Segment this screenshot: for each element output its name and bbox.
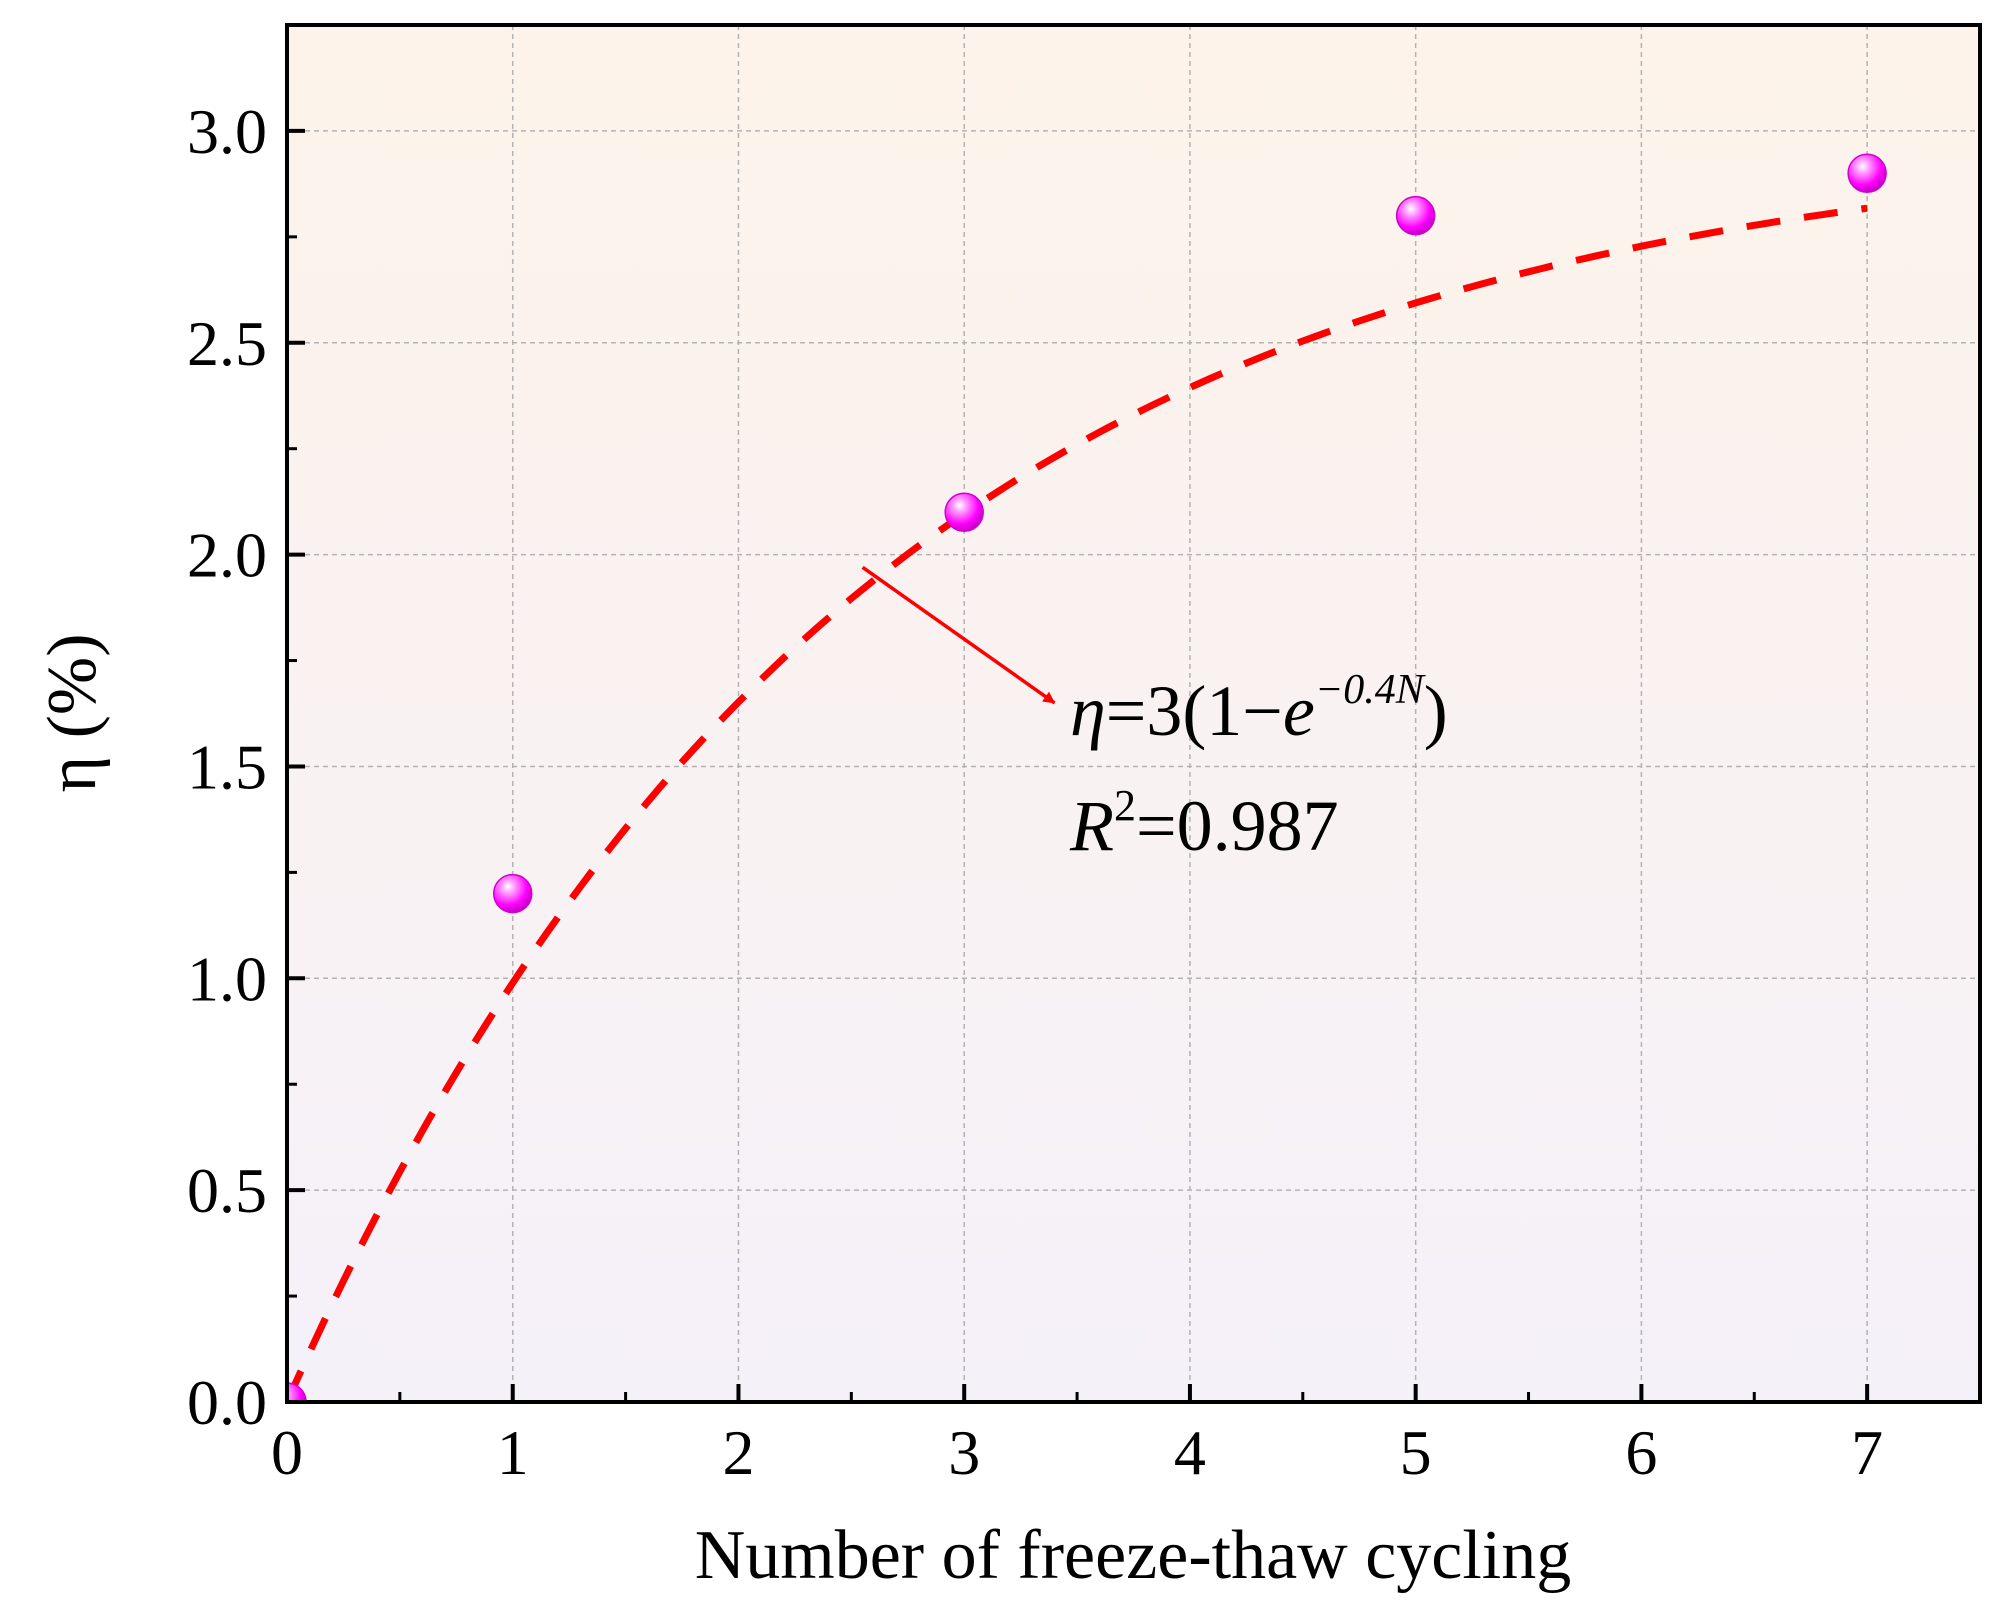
y-tick-label: 1.0 [187, 943, 267, 1014]
eq-close: ) [1424, 671, 1448, 751]
data-point [944, 492, 984, 532]
axis-ticks: 0 1 2 3 4 5 6 7 0.0 0.5 1.0 1.5 2.0 2.5 3.0 [187, 96, 1883, 1488]
x-tick-label: 7 [1851, 1417, 1883, 1488]
y-tick-label: 0.5 [187, 1155, 267, 1226]
r2-label: R [1069, 786, 1114, 866]
r2-value: =0.987 [1136, 786, 1339, 866]
plot-background [287, 25, 1980, 1402]
annotation-arrow [861, 565, 1056, 705]
plot-frame [285, 23, 1982, 1404]
x-tick-label: 4 [1174, 1417, 1206, 1488]
fit-curve-layer [287, 204, 1868, 1402]
y-axis-title: η (%) [34, 633, 111, 792]
fit-curve [287, 204, 1868, 1402]
x-tick-label: 2 [722, 1417, 754, 1488]
data-point [1395, 195, 1436, 236]
data-point [1847, 153, 1887, 194]
eq-exponent: −0.4N [1315, 667, 1426, 713]
r2-sup: 2 [1114, 781, 1136, 830]
y-tick-label: 3.0 [187, 96, 267, 167]
y-tick-label: 2.0 [187, 520, 267, 591]
eq-mid: =3(1− [1106, 671, 1283, 751]
data-point [492, 873, 533, 914]
x-tick-label: 5 [1400, 1417, 1432, 1488]
fit-equation-label: η=3(1−e−0.4N) [1070, 667, 1448, 751]
eq-lhs: η [1070, 671, 1106, 751]
x-tick-label: 6 [1625, 1417, 1657, 1488]
y-tick-label: 0.0 [187, 1367, 267, 1438]
y-tick-label: 1.5 [187, 731, 267, 802]
r-squared-label: R2=0.987 [1069, 781, 1339, 866]
x-tick-label: 3 [948, 1417, 980, 1488]
eq-e: e [1283, 671, 1315, 751]
data-points-layer [287, 153, 1887, 1402]
data-point [287, 1382, 307, 1402]
y-tick-label: 2.5 [187, 308, 267, 379]
x-axis-title: Number of freeze-thaw cycling [695, 1517, 1572, 1594]
x-tick-label: 1 [497, 1417, 529, 1488]
x-tick-label: 0 [271, 1417, 303, 1488]
grid [287, 25, 1980, 1402]
